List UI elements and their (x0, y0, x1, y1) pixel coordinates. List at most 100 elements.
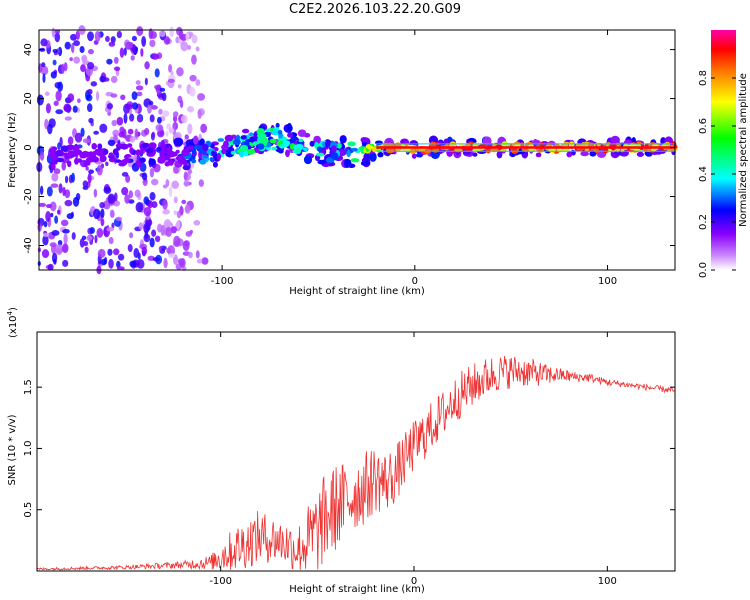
heatmap-halo-cell (173, 137, 184, 147)
heatmap-noise-cell (40, 65, 49, 76)
colorbar-scale (711, 30, 736, 270)
heatmap-noise-cell (155, 124, 164, 132)
heatmap-track-cell (99, 154, 107, 163)
heatmap-noise-cell (110, 36, 116, 44)
heatmap-noise-cell (163, 218, 172, 229)
heatmap-halo-cell (287, 132, 294, 138)
heatmap-noise-cell (171, 180, 180, 190)
heatmap-noise-cell (125, 174, 131, 183)
heatmap-y-tick-label: 40 (23, 43, 34, 56)
heatmap-track-cell (55, 149, 64, 157)
heatmap-track-cell (351, 147, 358, 152)
heatmap-noise-cell (187, 169, 193, 174)
heatmap-noise-cell (116, 30, 123, 39)
heatmap-halo-cell (443, 138, 450, 145)
heatmap-noise-cell (170, 70, 174, 76)
colorbar-tick-label: 0.6 (698, 118, 709, 134)
heatmap-halo-cell (496, 150, 503, 159)
heatmap-noise-cell (116, 260, 121, 269)
heatmap-noise-cell (63, 233, 68, 245)
heatmap-halo-cell (241, 128, 250, 134)
heatmap-noise-cell (151, 178, 159, 186)
heatmap-noise-cell (82, 138, 91, 144)
heatmap-noise-cell (70, 211, 74, 218)
heatmap-noise-cell (183, 179, 190, 187)
heatmap-noise-cell (88, 117, 94, 124)
snr-x-axis-label: Height of straight line (km) (289, 584, 425, 595)
heatmap-halo-cell (347, 163, 356, 169)
heatmap-track-cell (199, 159, 207, 165)
heatmap-noise-cell (147, 200, 154, 209)
heatmap-noise-cell (87, 62, 95, 70)
heatmap-track-cell (141, 142, 151, 148)
heatmap-noise-cell (82, 185, 89, 190)
heatmap-noise-cell (60, 219, 69, 227)
heatmap-noise-cell (41, 249, 50, 258)
heatmap-noise-cell (195, 46, 200, 52)
heatmap-x-tick-label: -100 (211, 276, 234, 287)
heatmap-noise-cell (123, 47, 127, 56)
heatmap-noise-cell (99, 201, 105, 209)
heatmap-noise-cell (135, 85, 144, 91)
heatmap-halo-cell (212, 161, 218, 168)
heatmap-noise-cell (158, 246, 163, 252)
heatmap-y-tick-label: 20 (23, 92, 34, 105)
heatmap-noise-cell (50, 212, 54, 218)
heatmap-halo-cell (566, 151, 573, 158)
heatmap-noise-cell (200, 123, 207, 134)
heatmap-noise-cell (163, 257, 168, 269)
heatmap-noise-cell (136, 26, 144, 36)
heatmap-noise-cell (151, 201, 158, 209)
heatmap-noise-cell (167, 78, 175, 83)
heatmap-noise-cell (106, 227, 115, 232)
colorbar-label: Normalized spectral amplitude (738, 73, 749, 227)
heatmap-halo-cell (286, 122, 293, 133)
heatmap-halo-cell (377, 151, 384, 158)
heatmap-track-cell (129, 147, 134, 154)
heatmap-track-cell (119, 143, 129, 150)
heatmap-track-cell (50, 162, 56, 171)
heatmap-noise-cell (119, 47, 125, 58)
heatmap-noise-cell (141, 172, 148, 181)
heatmap-noise-cell (46, 186, 53, 197)
heatmap-noise-cell (87, 31, 94, 42)
heatmap-track-cell (112, 148, 119, 156)
heatmap-noise-cell (144, 61, 150, 70)
heatmap-noise-cell (124, 194, 130, 204)
heatmap-noise-cell (173, 196, 178, 204)
heatmap-track-cell (248, 132, 254, 137)
heatmap-noise-cell (106, 102, 113, 110)
heatmap-track-cell (139, 157, 146, 163)
heatmap-track-cell (159, 151, 165, 158)
snr-x-tick-label: 0 (411, 576, 417, 587)
heatmap-noise-cell (183, 171, 188, 181)
heatmap-noise-cell (108, 258, 114, 269)
heatmap-noise-cell (64, 175, 69, 184)
heatmap-noise-cell (149, 192, 156, 201)
heatmap-track-cell (283, 141, 290, 148)
heatmap-noise-cell (196, 258, 203, 264)
colorbar: 0.0 0.2 0.4 0.6 0.8 Normalized spectral ampl… (698, 30, 749, 278)
snr-x-tick-label: -100 (209, 576, 232, 587)
heatmap-noise-cell (197, 93, 206, 101)
heatmap-track-cell (209, 157, 214, 162)
heatmap-noise-cell (136, 91, 143, 97)
heatmap-track-cell (298, 138, 304, 143)
heatmap-noise-cell (120, 94, 126, 101)
heatmap-track-cell (191, 159, 197, 164)
heatmap-halo-cell (482, 136, 492, 146)
heatmap-track-cell (126, 143, 133, 148)
heatmap-track-cell (330, 152, 339, 160)
heatmap-noise-cell (195, 250, 200, 259)
heatmap-noise-cell (168, 253, 176, 259)
heatmap-noise-cell (52, 48, 59, 53)
heatmap-noise-cell (129, 260, 137, 268)
heatmap-noise-cell (149, 31, 157, 39)
heatmap-noise-cell (49, 201, 57, 212)
heatmap-noise-cell (149, 114, 155, 123)
heatmap-noise-cell (187, 123, 193, 135)
heatmap-track-cell (324, 140, 331, 147)
heatmap-noise-cell (79, 238, 85, 248)
heatmap-noise-cell (145, 218, 153, 227)
heatmap-noise-cell (89, 227, 95, 234)
